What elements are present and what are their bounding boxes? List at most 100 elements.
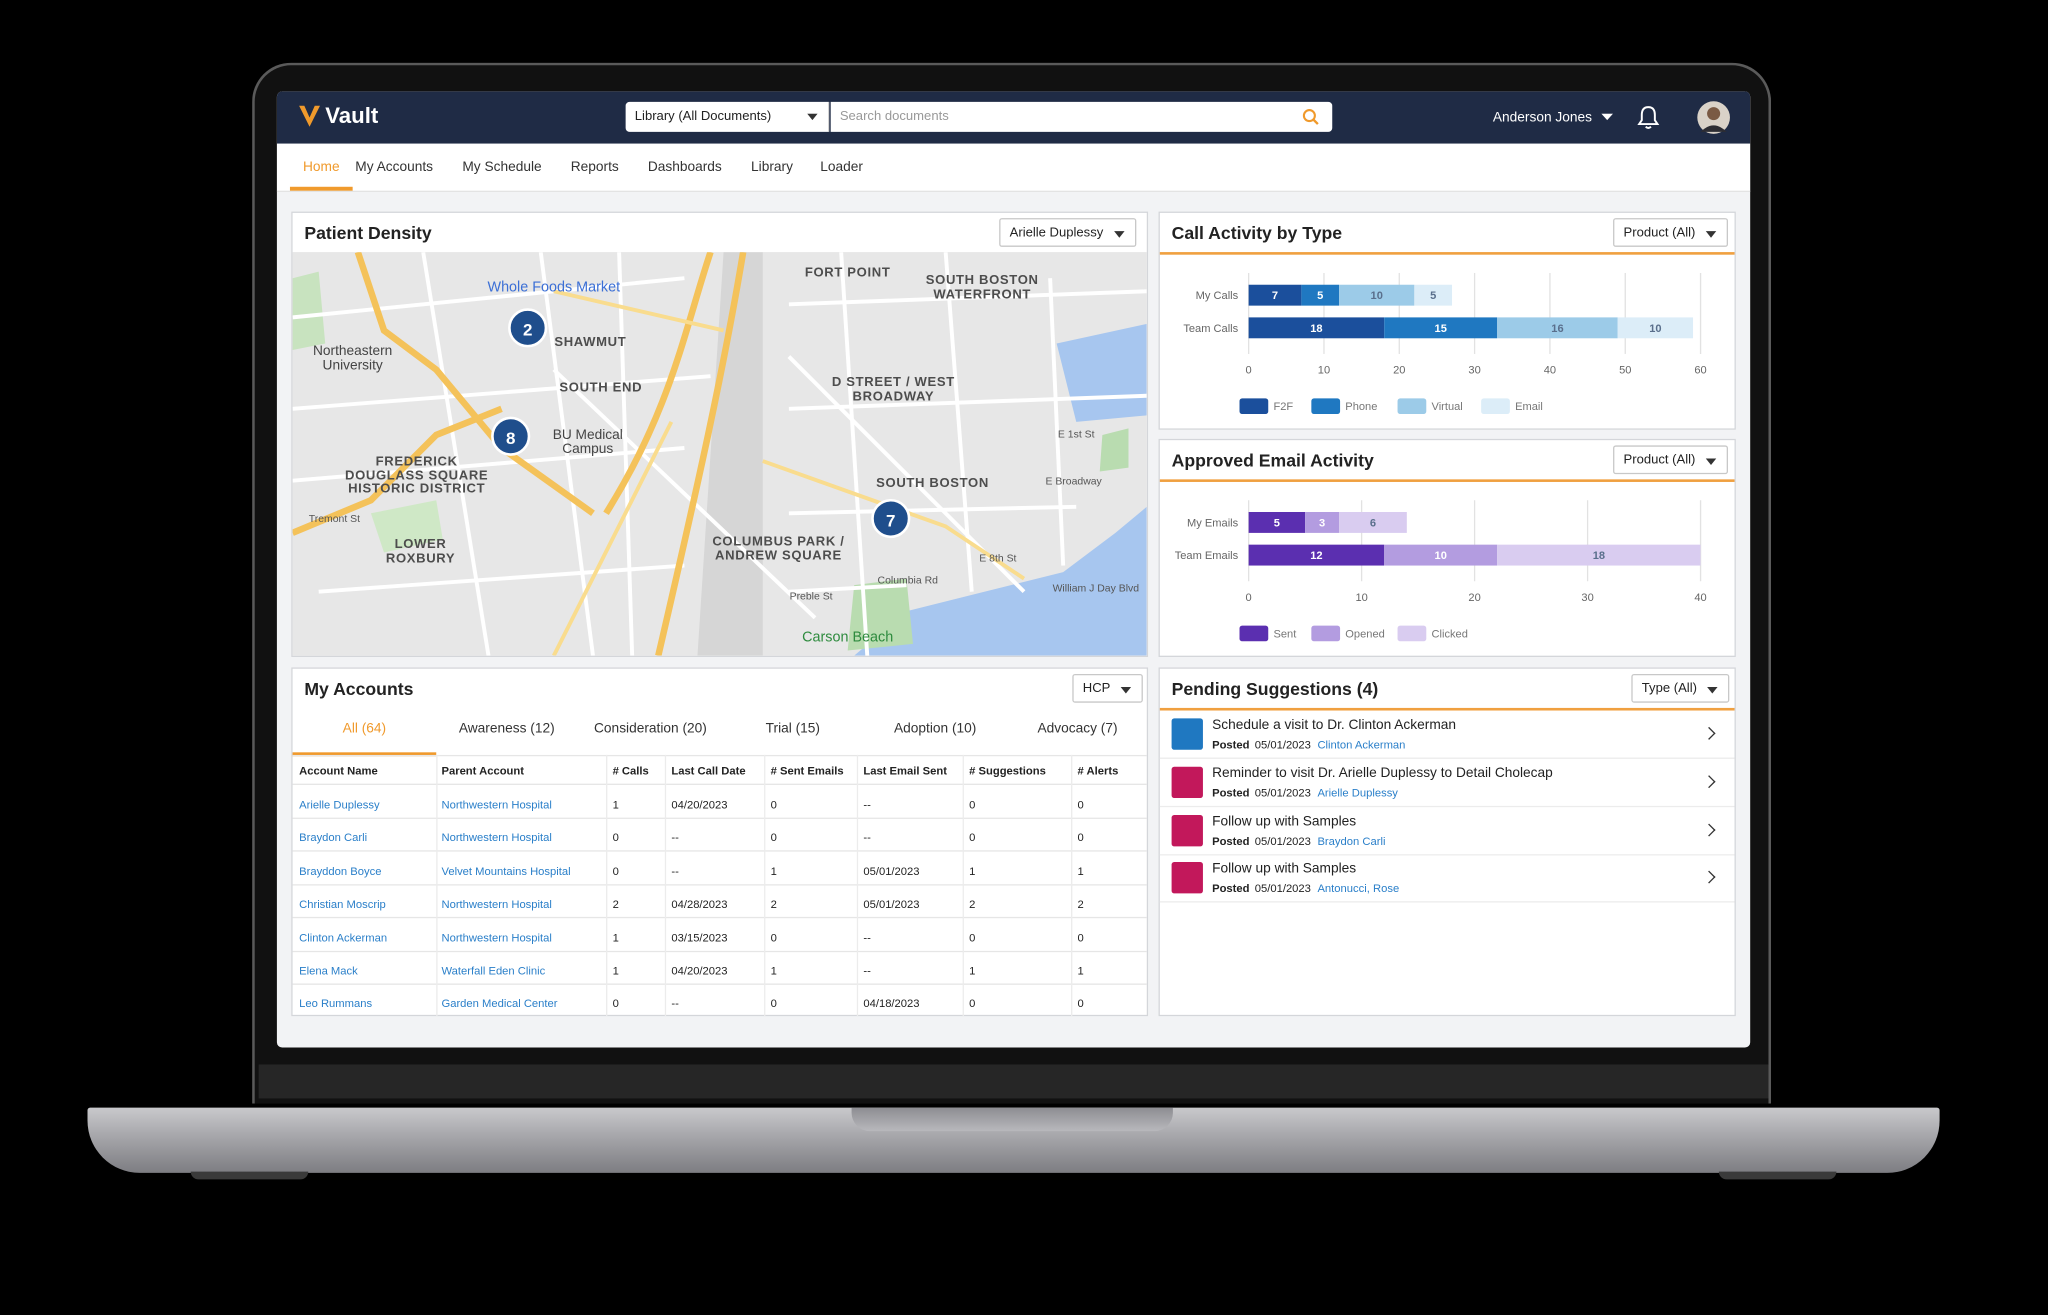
posted-date: 05/01/2023 (1254, 882, 1311, 896)
bar-segment (1339, 284, 1415, 306)
posted-label: Posted (1212, 737, 1250, 752)
account-link[interactable]: Antonucci, Rose (1317, 882, 1400, 896)
table-cell: 1 (969, 963, 976, 977)
suggestion[interactable]: Reminder to visit Dr. Arielle Duplessy t… (1159, 759, 1735, 807)
table-cell[interactable]: Brayddon Boyce (299, 864, 382, 878)
table-cell: 2 (1077, 897, 1084, 911)
panel-header: Approved Email Activity Product (All) (1159, 440, 1735, 482)
map-cluster[interactable]: 8 (491, 416, 531, 456)
suggestion-title: Follow up with Samples (1212, 813, 1357, 829)
filter-tab[interactable]: Adoption (10) (894, 720, 977, 737)
x-tick-label: 10 (1318, 365, 1330, 377)
column-header: # Calls (612, 764, 649, 778)
table-cell: 2 (770, 897, 777, 911)
table-cell[interactable]: Northwestern Hospital (441, 897, 552, 911)
table-cell[interactable]: Elena Mack (299, 963, 358, 977)
row-divider (292, 950, 1147, 952)
my-accounts-panel: My Accounts HCP All (64) Awareness (12) Co… (291, 667, 1149, 1017)
bar-value-label: 10 (1649, 323, 1661, 335)
suggestion-meta: Posted 05/01/2023 Braydon Carli (1212, 834, 1385, 847)
table-cell[interactable]: Velvet Mountains Hospital (441, 864, 571, 878)
map-cluster[interactable]: 7 (871, 498, 911, 539)
category-label: Team Emails (1175, 550, 1239, 562)
bar-segment (1305, 511, 1340, 533)
table-cell[interactable]: Northwestern Hospital (441, 831, 552, 845)
user-menu[interactable]: Anderson Jones (1492, 109, 1613, 126)
avatar[interactable] (1697, 101, 1731, 135)
bar-segment (1384, 317, 1498, 339)
dropdown-caret (1601, 113, 1613, 121)
filter-tab[interactable]: All (64) (342, 720, 387, 737)
table-cell: 04/20/2023 (671, 963, 728, 977)
map-base (292, 252, 1147, 656)
table-cell: 04/18/2023 (863, 997, 920, 1011)
panel-filter[interactable]: Type (All) (1631, 673, 1730, 703)
table-cell[interactable]: Garden Medical Center (441, 997, 558, 1011)
bar-segment (1248, 511, 1306, 533)
nav-tab[interactable]: My Schedule (462, 159, 542, 176)
table-cell[interactable]: Christian Moscrip (299, 897, 386, 911)
nav-tab[interactable]: Home (289, 144, 353, 191)
x-tick-label: 40 (1544, 365, 1556, 377)
table-cell[interactable]: Waterfall Eden Clinic (441, 963, 546, 977)
nav-tab[interactable]: Library (751, 159, 793, 176)
panel-filter[interactable]: Arielle Duplessy (999, 218, 1136, 247)
nav-tab[interactable]: Reports (570, 159, 619, 176)
posted-label: Posted (1212, 786, 1250, 800)
notification-bell[interactable] (1637, 104, 1661, 130)
bar-value-label: 6 (1370, 517, 1376, 529)
panel-filter[interactable]: Product (All) (1613, 445, 1729, 475)
nav-tab[interactable]: My Accounts (355, 159, 434, 176)
filter-tab[interactable]: Consideration (20) (594, 720, 707, 737)
panel-filter[interactable]: HCP (1072, 673, 1144, 703)
suggestion[interactable]: Follow up with Samples Posted 05/01/2023 An… (1159, 855, 1735, 904)
user-name: Anderson Jones (1492, 109, 1593, 126)
x-tick-label: 50 (1619, 365, 1631, 377)
column-divider (856, 754, 859, 1017)
nav-tab[interactable]: Loader (820, 159, 863, 176)
x-tick-label: 60 (1694, 365, 1706, 377)
panel-header: My Accounts HCP (293, 669, 1147, 708)
table-cell[interactable]: Braydon Carli (299, 831, 368, 845)
bar-value-label: 18 (1310, 323, 1322, 335)
logo[interactable]: Vault (298, 103, 378, 129)
column-header: # Sent Emails (770, 764, 844, 778)
table-cell: 1 (1077, 963, 1084, 977)
x-tick-label: 0 (1246, 592, 1252, 604)
x-tick-label: 20 (1393, 365, 1405, 377)
table-cell[interactable]: Northwestern Hospital (441, 930, 552, 944)
map-label: E Broadway (1045, 475, 1102, 487)
map[interactable]: Whole Foods Market FORT POINT SOUTH BOSTON… (292, 252, 1147, 656)
filter-tab[interactable]: Advocacy (7) (1037, 720, 1118, 737)
panel-filter[interactable]: Product (All) (1613, 218, 1729, 247)
map-cluster[interactable]: 2 (508, 308, 548, 348)
library-select[interactable]: Library (All Documents) (625, 101, 830, 132)
account-link[interactable]: Arielle Duplessy (1317, 786, 1398, 800)
column-divider (962, 754, 964, 1017)
pending-suggestions-panel: Pending Suggestions (4) Type (All) Sched… (1158, 667, 1736, 1017)
map-label: Northeastern University (312, 343, 393, 374)
account-link[interactable]: Braydon Carli (1317, 834, 1386, 848)
search-input[interactable]: Search documents (830, 101, 1333, 132)
x-tick-label: 10 (1355, 592, 1367, 604)
posted-date: 05/01/2023 (1254, 834, 1311, 848)
bar-segment (1497, 317, 1618, 339)
table-cell[interactable]: Northwestern Hospital (441, 798, 552, 812)
suggestion[interactable]: Schedule a visit to Dr. Clinton Ackerman… (1159, 711, 1735, 759)
filter-tab[interactable]: Trial (15) (765, 720, 820, 737)
table-cell: 1 (612, 798, 619, 812)
table-cell: 0 (1077, 831, 1084, 845)
table-cell[interactable]: Arielle Duplessy (299, 798, 380, 812)
nav-tab[interactable]: Dashboards (647, 159, 722, 176)
map-label: FREDERICK DOUGLASS SQUARE HISTORIC DISTR… (344, 454, 489, 497)
table-cell[interactable]: Clinton Ackerman (299, 930, 388, 944)
table-cell: 0 (969, 798, 976, 812)
account-link[interactable]: Clinton Ackerman (1317, 737, 1406, 752)
table-cell[interactable]: Leo Rummans (299, 997, 373, 1011)
table-cell: -- (671, 864, 679, 878)
filter-tab[interactable]: Awareness (12) (458, 720, 555, 737)
call-activity-panel: Call Activity by Type Product (All) 0 10 2… (1158, 211, 1736, 430)
laptop-hinge (258, 1064, 1769, 1099)
suggestion[interactable]: Follow up with Samples Posted 05/01/2023 Br… (1159, 807, 1735, 855)
bar-value-label: 3 (1319, 517, 1325, 529)
